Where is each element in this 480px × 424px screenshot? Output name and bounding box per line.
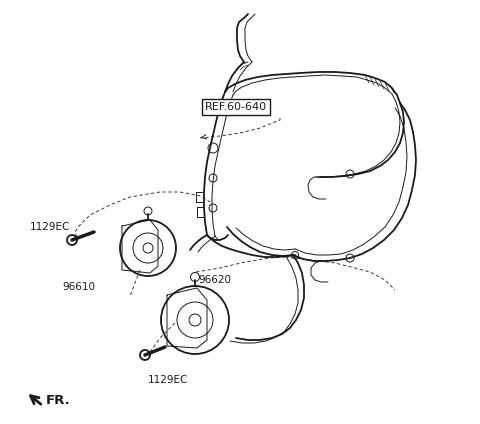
Text: 1129EC: 1129EC (30, 222, 71, 232)
Text: FR.: FR. (46, 393, 71, 407)
Text: 96610: 96610 (62, 282, 95, 292)
Circle shape (189, 314, 201, 326)
Circle shape (143, 243, 153, 253)
Text: 96620: 96620 (198, 275, 231, 285)
Text: 1129EC: 1129EC (148, 375, 188, 385)
Text: REF.60-640: REF.60-640 (205, 102, 267, 112)
